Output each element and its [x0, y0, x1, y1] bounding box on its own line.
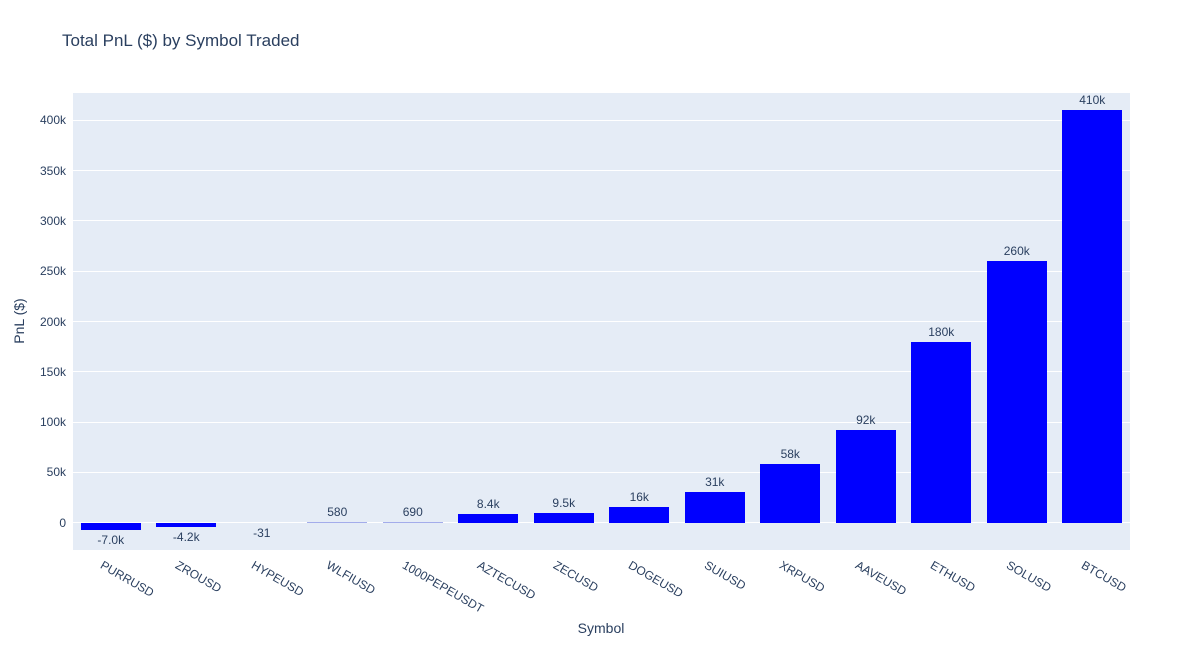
x-tick-label: SOLUSD [1003, 558, 1054, 595]
bar-BTCUSD[interactable] [1062, 110, 1123, 523]
x-tick-label: 1000PEPEUSDT [399, 558, 486, 616]
x-tick-label: WLFIUSD [324, 558, 379, 598]
y-tick-label: 100k [39, 415, 66, 430]
gridline [73, 522, 1130, 524]
x-tick-label: AZTECUSD [475, 558, 539, 603]
y-tick-label: 50k [46, 465, 66, 480]
y-tick-label: 400k [39, 113, 66, 128]
gridline [73, 371, 1130, 373]
bar-ZECUSD[interactable] [533, 513, 594, 523]
bar-PURRUSD[interactable] [80, 522, 141, 530]
y-tick-label: 250k [39, 264, 66, 279]
bar-value-label: 260k [1003, 244, 1030, 259]
x-tick-label: BTCUSD [1079, 558, 1129, 595]
bar-value-label: 31k [705, 474, 725, 489]
bar-value-label: 8.4k [476, 497, 500, 512]
x-tick-label: SUIUSD [701, 558, 749, 593]
bar-WLFIUSD[interactable] [307, 521, 368, 523]
bar-value-label: 9.5k [552, 496, 576, 511]
x-tick-label: XRPUSD [777, 558, 828, 596]
bar-value-label: -4.2k [172, 530, 200, 545]
y-tick-label: 0 [59, 515, 66, 530]
bar-value-label: -31 [253, 525, 271, 540]
gridline [73, 270, 1130, 272]
bar-SOLUSD[interactable] [986, 261, 1047, 523]
y-tick-label: 150k [39, 364, 66, 379]
bar-value-label: 58k [780, 447, 800, 462]
x-tick-label: PURRUSD [97, 558, 157, 600]
bar-value-label: 180k [928, 324, 955, 339]
bar-value-label: 16k [629, 489, 649, 504]
bar-SUIUSD[interactable] [684, 491, 745, 523]
x-tick-label: ETHUSD [928, 558, 978, 595]
x-tick-label: HYPEUSD [248, 558, 306, 600]
gridline [73, 421, 1130, 423]
gridline [73, 471, 1130, 473]
bar-value-label: 410k [1079, 93, 1106, 108]
bar-value-label: 690 [402, 504, 423, 519]
gridline [73, 119, 1130, 121]
bar-value-label: -7.0k [97, 532, 125, 547]
gridline [73, 170, 1130, 171]
bar-AAVEUSD[interactable] [835, 430, 896, 523]
bar-ZROUSD[interactable] [156, 522, 217, 528]
bar-XRPUSD[interactable] [760, 464, 821, 523]
x-tick-label: ZROUSD [173, 558, 225, 596]
chart-title: Total PnL ($) by Symbol Traded [62, 31, 300, 50]
bar-ETHUSD[interactable] [911, 341, 972, 523]
plot-area [73, 93, 1130, 550]
gridline [73, 220, 1130, 222]
y-tick-label: 200k [39, 314, 66, 329]
gridline [73, 321, 1130, 322]
bar-AZTECUSD[interactable] [458, 514, 519, 523]
bar-DOGEUSD[interactable] [609, 506, 670, 523]
y-axis-title: PnL ($) [11, 298, 27, 344]
bar-value-label: 92k [856, 413, 876, 428]
bar-1000PEPEUSDT[interactable] [382, 521, 443, 523]
y-tick-label: 300k [39, 213, 66, 228]
x-tick-label: DOGEUSD [626, 558, 686, 601]
x-tick-label: AAVEUSD [852, 558, 909, 599]
bar-value-label: 580 [327, 504, 348, 519]
y-tick-label: 350k [39, 163, 66, 178]
x-tick-label: ZECUSD [550, 558, 601, 595]
x-axis-title: Symbol [577, 620, 625, 636]
